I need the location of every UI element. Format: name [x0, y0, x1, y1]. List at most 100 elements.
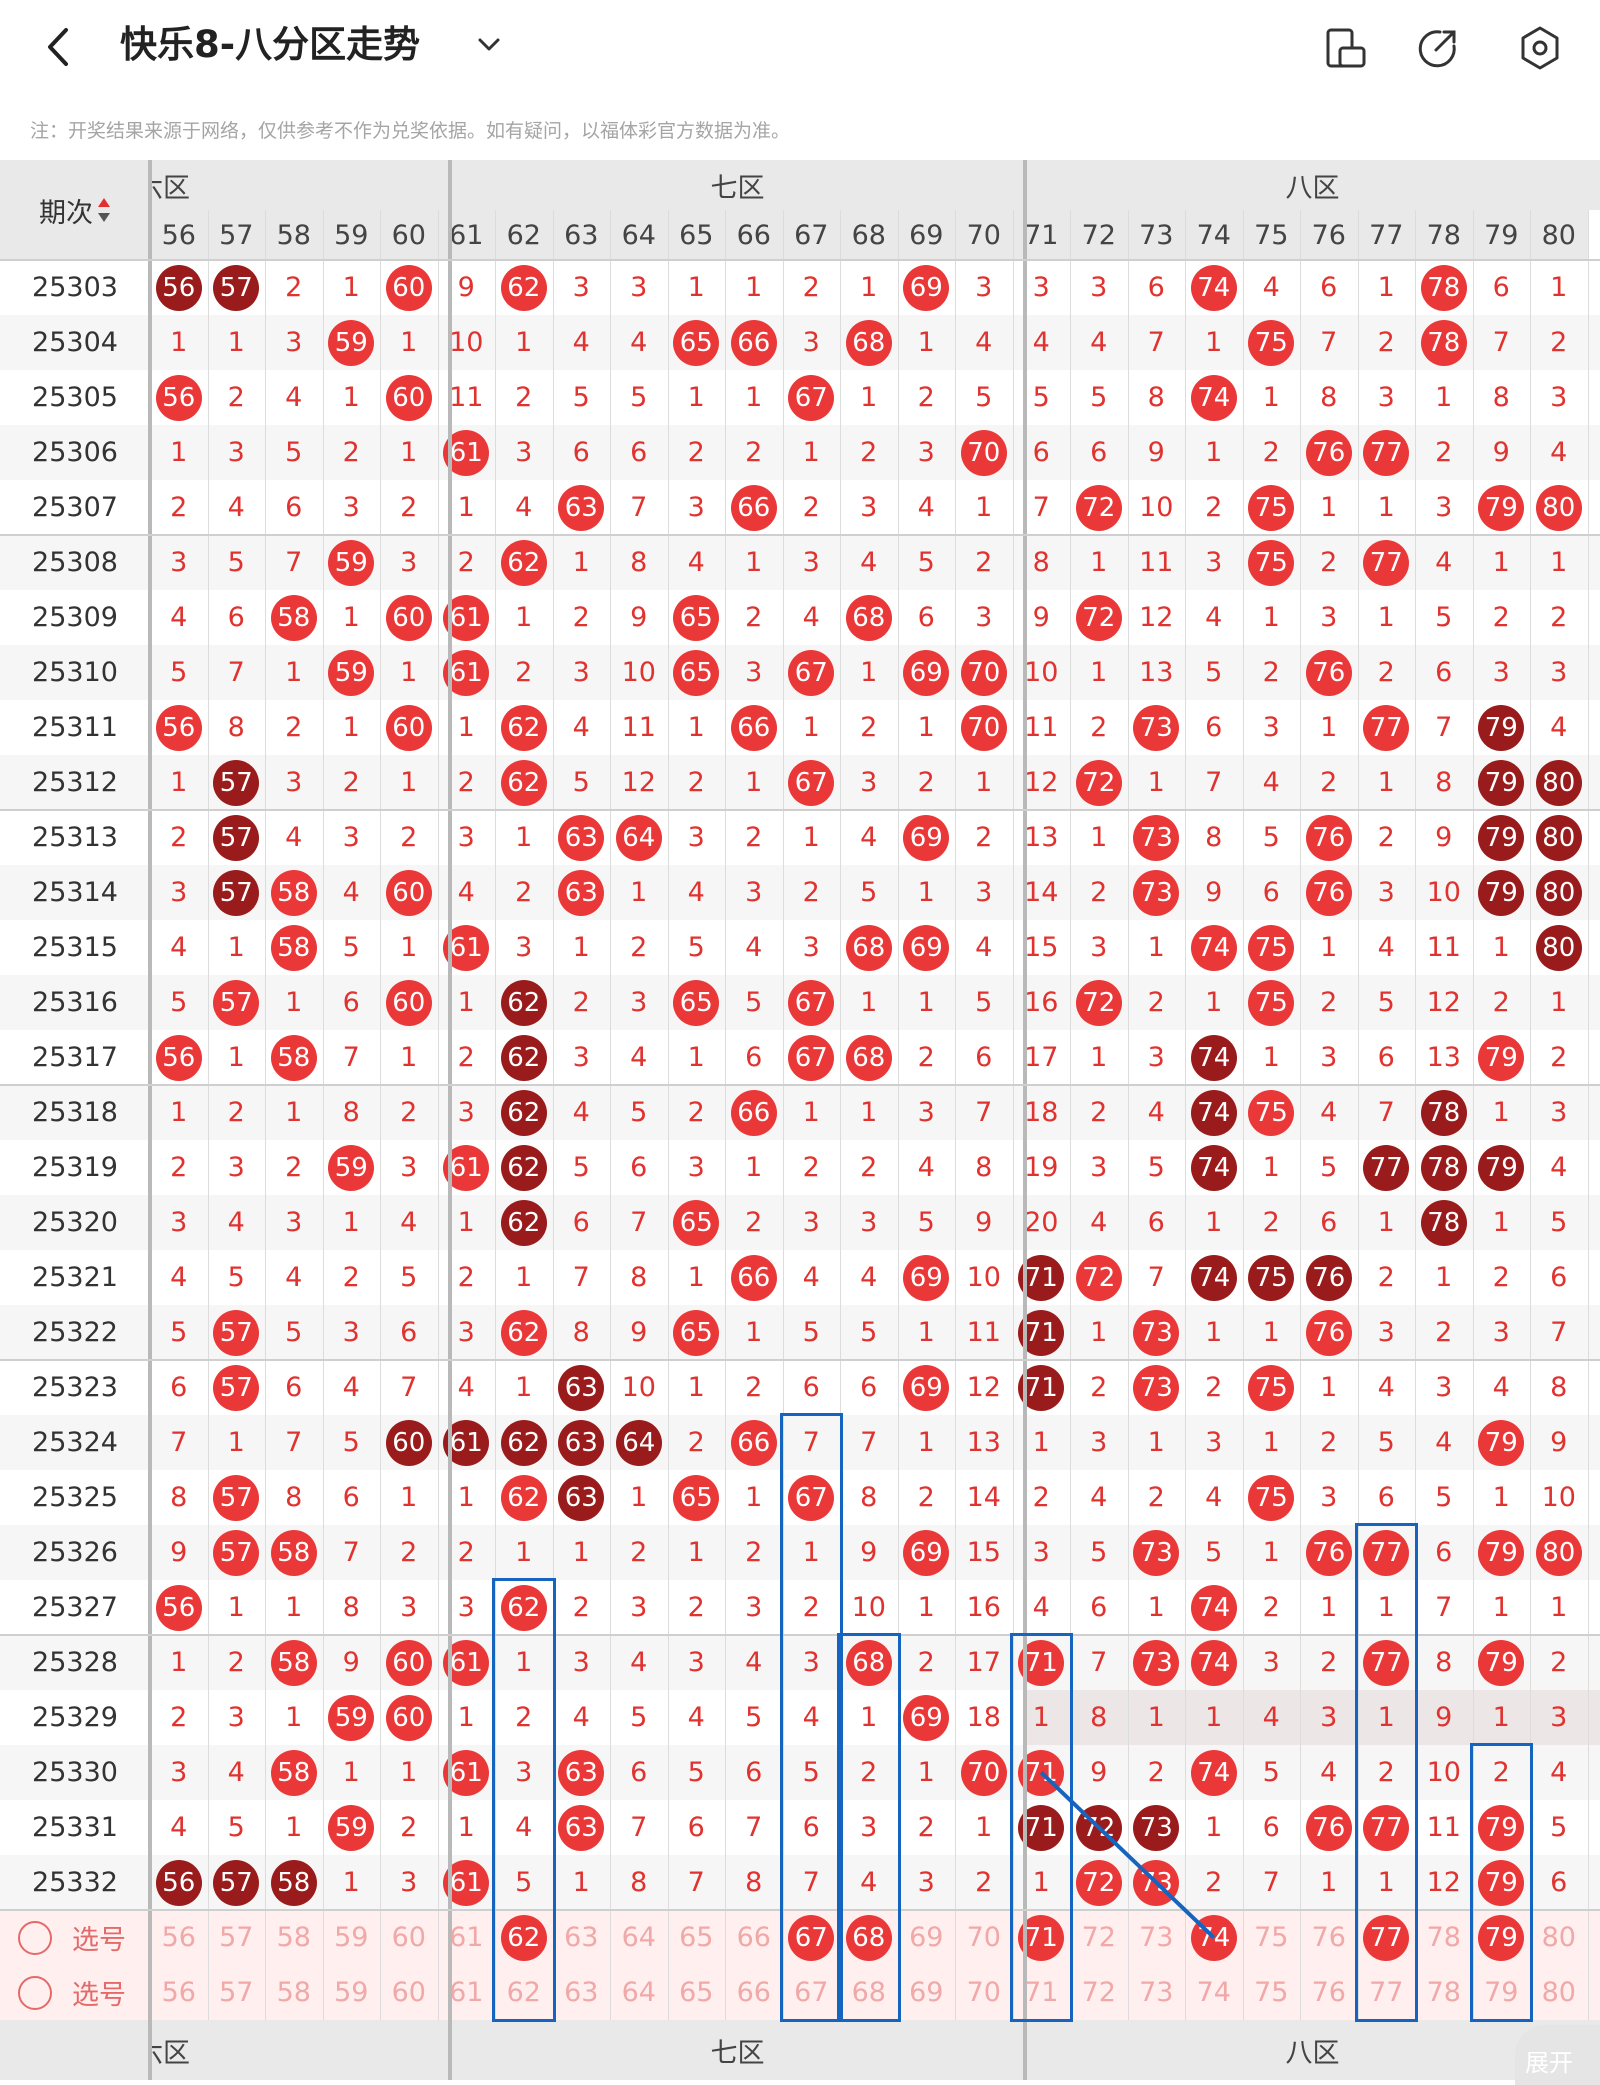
select-cell-64[interactable]: 64	[621, 1977, 656, 2008]
select-cell-66[interactable]: 66	[736, 1977, 771, 2008]
drawn-number-ball: 72	[1075, 759, 1122, 806]
select-cell-75[interactable]: 75	[1254, 1977, 1289, 2008]
select-cell-67[interactable]: 67	[794, 1977, 829, 2008]
select-cell-65[interactable]: 65	[679, 1922, 714, 1953]
select-cell-57[interactable]: 57	[219, 1977, 254, 2008]
drawn-number-ball: 63	[558, 1364, 605, 1411]
trend-cell: 59	[323, 1140, 381, 1195]
layout-toggle-icon[interactable]	[1318, 20, 1374, 76]
select-cell-74[interactable]: 74	[1196, 1977, 1231, 2008]
select-cell-74[interactable]: 74	[1185, 1910, 1243, 1965]
select-cell-79[interactable]: 79	[1484, 1977, 1519, 2008]
drawn-number-ball: 79	[1478, 759, 1525, 806]
select-cell-72[interactable]: 72	[1081, 1977, 1116, 2008]
select-cell-79[interactable]: 79	[1473, 1910, 1531, 1965]
select-cell-76[interactable]: 76	[1311, 1922, 1346, 1953]
trend-cell: 65	[668, 1195, 726, 1250]
select-cell-78[interactable]: 78	[1426, 1977, 1461, 2008]
select-cell-63[interactable]: 63	[564, 1977, 599, 2008]
chevron-down-icon[interactable]	[472, 28, 506, 62]
select-cell-58[interactable]: 58	[276, 1977, 311, 2008]
sort-icon[interactable]	[97, 195, 111, 225]
select-cell-63[interactable]: 63	[564, 1922, 599, 1953]
radio-circle-icon[interactable]	[18, 1975, 52, 2010]
period-header[interactable]: 期次	[0, 160, 150, 260]
select-cell-68[interactable]: 68	[840, 1910, 898, 1965]
selected-number-ball[interactable]: 62	[500, 1914, 547, 1961]
select-cell-56[interactable]: 56	[161, 1922, 196, 1953]
select-number-toggle[interactable]: 选号	[0, 1910, 150, 1965]
expand-button[interactable]: 展开	[1515, 2025, 1600, 2085]
select-cell-78[interactable]: 78	[1426, 1922, 1461, 1953]
trend-cell: 58	[265, 1745, 323, 1800]
select-cell-60[interactable]: 60	[391, 1977, 426, 2008]
grid-line	[955, 210, 956, 2020]
trend-cell: 6	[1205, 712, 1223, 743]
drawn-number-ball: 57	[213, 1474, 260, 1521]
select-cell-59[interactable]: 59	[334, 1977, 369, 2008]
trend-cell: 1	[457, 712, 475, 743]
select-cell-56[interactable]: 56	[161, 1977, 196, 2008]
select-cell-80[interactable]: 80	[1541, 1977, 1576, 2008]
select-cell-64[interactable]: 64	[621, 1922, 656, 1953]
select-cell-77[interactable]: 77	[1358, 1910, 1416, 1965]
select-cell-76[interactable]: 76	[1311, 1977, 1346, 2008]
trend-cell: 8	[1090, 1702, 1108, 1733]
select-cell-72[interactable]: 72	[1081, 1922, 1116, 1953]
select-cell-62[interactable]: 62	[495, 1910, 553, 1965]
select-cell-62[interactable]: 62	[506, 1977, 541, 2008]
trend-cell: 63	[553, 865, 611, 920]
trend-cell: 57	[208, 1855, 266, 1910]
select-cell-66[interactable]: 66	[736, 1922, 771, 1953]
select-cell-77[interactable]: 77	[1369, 1977, 1404, 2008]
trend-cell: 5	[227, 1812, 245, 1843]
radio-circle-icon[interactable]	[18, 1920, 52, 1955]
select-cell-71[interactable]: 71	[1024, 1977, 1059, 2008]
select-cell-69[interactable]: 69	[909, 1977, 944, 2008]
trend-cell: 2	[860, 437, 878, 468]
trend-cell: 74	[1185, 1085, 1243, 1140]
trend-cell: 72	[1070, 975, 1128, 1030]
select-cell-73[interactable]: 73	[1139, 1922, 1174, 1953]
select-cell-68[interactable]: 68	[851, 1977, 886, 2008]
settings-icon[interactable]	[1512, 20, 1568, 76]
select-cell-75[interactable]: 75	[1254, 1922, 1289, 1953]
select-cell-71[interactable]: 71	[1013, 1910, 1071, 1965]
select-cell-70[interactable]: 70	[966, 1977, 1001, 2008]
selected-number-ball[interactable]: 79	[1478, 1914, 1525, 1961]
selected-number-ball[interactable]: 68	[845, 1914, 892, 1961]
select-cell-61[interactable]: 61	[449, 1977, 484, 2008]
select-cell-58[interactable]: 58	[276, 1922, 311, 1953]
select-cell-61[interactable]: 61	[449, 1922, 484, 1953]
drawn-number-ball: 69	[903, 264, 950, 311]
select-cell-67[interactable]: 67	[783, 1910, 841, 1965]
trend-cell: 5	[1205, 657, 1223, 688]
grid-line	[1472, 210, 1474, 2020]
trend-cell: 60	[380, 370, 438, 425]
select-cell-60[interactable]: 60	[391, 1922, 426, 1953]
trend-cell: 7	[1032, 492, 1050, 523]
select-cell-59[interactable]: 59	[334, 1922, 369, 1953]
trend-cell: 2	[975, 822, 993, 853]
share-icon[interactable]	[1410, 20, 1466, 76]
select-cell-65[interactable]: 65	[679, 1977, 714, 2008]
trend-cell: 61	[438, 920, 496, 975]
drawn-number-ball: 72	[1075, 979, 1122, 1026]
selected-number-ball[interactable]: 67	[788, 1914, 835, 1961]
back-arrow-icon[interactable]	[40, 22, 80, 72]
trend-cell: 69	[898, 1525, 956, 1580]
select-cell-73[interactable]: 73	[1139, 1977, 1174, 2008]
trend-cell: 1	[1550, 987, 1568, 1018]
select-cell-80[interactable]: 80	[1541, 1922, 1576, 1953]
trend-cell: 5	[1032, 382, 1050, 413]
selected-number-ball[interactable]: 77	[1363, 1914, 1410, 1961]
trend-cell: 1	[1492, 547, 1510, 578]
select-cell-70[interactable]: 70	[966, 1922, 1001, 1953]
trend-cell: 63	[553, 480, 611, 535]
trend-cell: 1	[1262, 1042, 1280, 1073]
select-number-toggle[interactable]: 选号	[0, 1965, 150, 2020]
select-cell-57[interactable]: 57	[219, 1922, 254, 1953]
trend-cell: 3	[745, 877, 763, 908]
selected-number-ball[interactable]: 74	[1190, 1914, 1237, 1961]
select-cell-69[interactable]: 69	[909, 1922, 944, 1953]
